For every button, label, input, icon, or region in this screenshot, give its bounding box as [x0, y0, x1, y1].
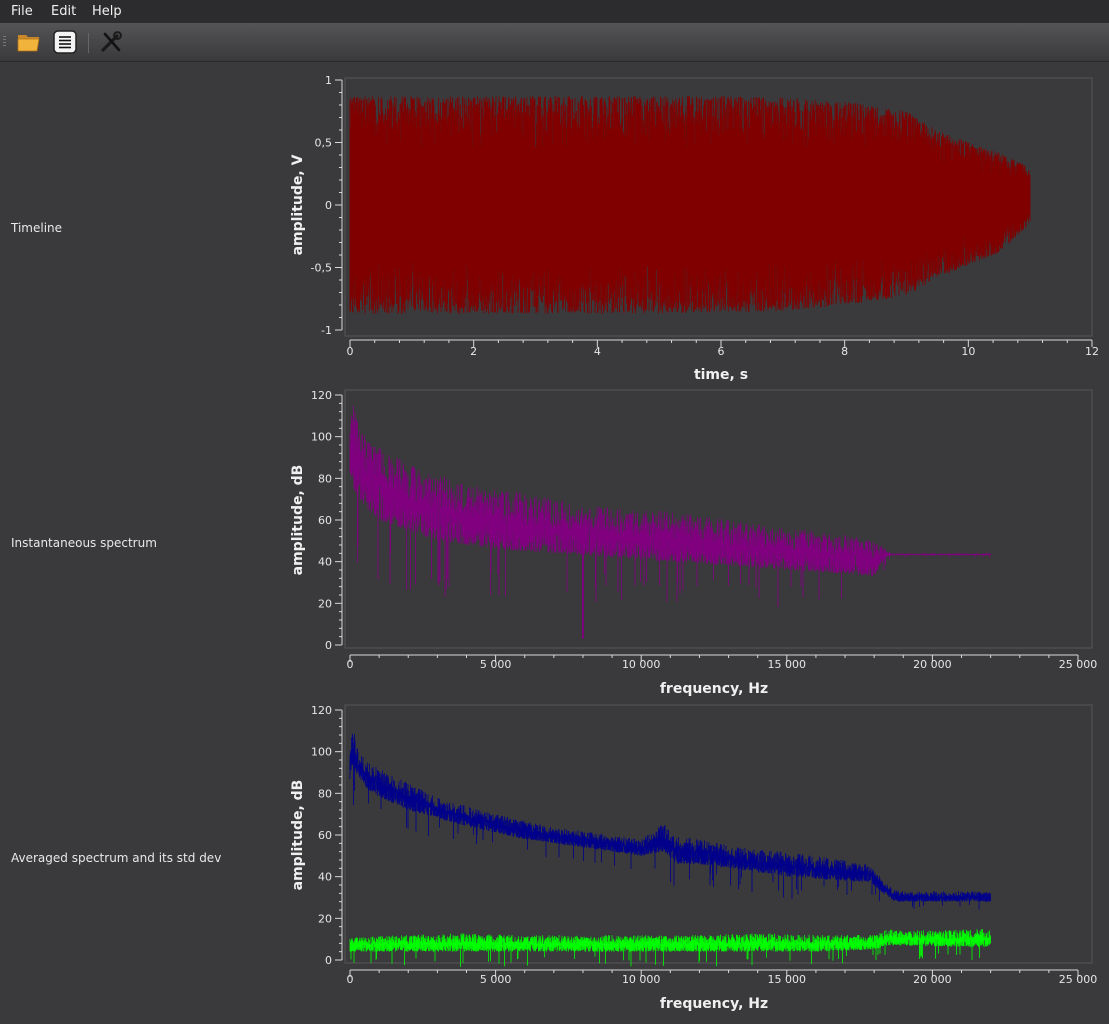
x-tick-label: 10 000 — [622, 973, 661, 986]
instant-plot-frame — [344, 389, 1093, 649]
avg-x-axis-title: frequency, Hz — [660, 996, 768, 1012]
y-tick-label: 0 — [325, 199, 332, 212]
tools-icon — [101, 31, 122, 52]
y-tick-label: 0 — [325, 639, 332, 652]
y-tick-label: 0,5 — [315, 137, 333, 150]
x-tick-label: 15 000 — [768, 973, 807, 986]
y-tick-label: 100 — [311, 431, 332, 444]
menu-help[interactable]: Help — [92, 4, 122, 19]
x-tick-label: 2 — [470, 345, 477, 358]
log-button[interactable] — [51, 28, 79, 56]
menu-edit[interactable]: Edit — [51, 4, 77, 19]
timeline-plot[interactable]: 0 2 4 6 8 10 12 1 0,5 0 -0,5 -1 time, s amplitude, V — [280, 66, 1109, 386]
timeline-chart: 0 2 4 6 8 10 12 1 0,5 0 -0,5 -1 time, s amplitude, V — [290, 74, 1099, 383]
settings-button[interactable] — [97, 28, 125, 56]
x-tick-label: 6 — [718, 345, 725, 358]
avg-series-std-dev — [349, 929, 991, 967]
avg-plot-frame — [344, 704, 1093, 964]
x-tick-label: 0 — [347, 973, 354, 986]
instant-series-instantaneous — [349, 405, 991, 639]
y-tick-label: 1 — [325, 74, 332, 87]
instant-y-axis-title: amplitude, dB — [290, 465, 306, 576]
avg-y-axis-title: amplitude, dB — [290, 780, 306, 891]
y-tick-label: 100 — [311, 746, 332, 759]
x-tick-label: 20 000 — [913, 973, 952, 986]
y-tick-label: 20 — [318, 597, 332, 610]
y-tick-label: 120 — [311, 704, 332, 717]
x-tick-label: 4 — [594, 345, 601, 358]
menu-bar: File Edit Help — [0, 0, 1109, 23]
y-tick-label: 80 — [318, 472, 332, 485]
x-tick-label: 5 000 — [480, 973, 512, 986]
x-tick-label: 10 — [961, 345, 975, 358]
x-tick-label: 5 000 — [480, 658, 512, 671]
y-tick-label: 0 — [325, 954, 332, 967]
x-tick-label: 0 — [347, 345, 354, 358]
y-tick-label: 40 — [318, 556, 332, 569]
instantaneous-spectrum-chart: 0 5 000 10 000 15 000 20 000 25 000 0 20 40 60 80 1… — [290, 389, 1098, 697]
timeline-x-axis-title: time, s — [694, 367, 748, 383]
y-tick-label: 60 — [318, 514, 332, 527]
avg-series-averaged — [349, 733, 991, 910]
averaged-spectrum-chart: 0 5 000 10 000 15 000 20 000 25 000 0 20 40 60 80 1… — [290, 704, 1098, 1012]
toolbar-separator — [88, 33, 89, 53]
instant-x-axis-title: frequency, Hz — [660, 681, 768, 697]
y-tick-label: 60 — [318, 829, 332, 842]
x-tick-label: 15 000 — [768, 658, 807, 671]
x-tick-label: 10 000 — [622, 658, 661, 671]
timeline-series-signal — [349, 96, 1031, 314]
menu-file[interactable]: File — [11, 4, 33, 19]
open-file-button[interactable] — [15, 28, 43, 56]
row-label-timeline: Timeline — [11, 221, 63, 235]
x-tick-label: 20 000 — [913, 658, 952, 671]
x-tick-label: 25 000 — [1059, 658, 1098, 671]
folder-open-icon — [17, 35, 40, 52]
timeline-plot-frame — [344, 77, 1093, 337]
y-tick-label: 80 — [318, 787, 332, 800]
instantaneous-spectrum-plot[interactable]: 0 5 000 10 000 15 000 20 000 25 000 0 20 40 60 80 1… — [280, 382, 1109, 700]
row-label-averaged-spectrum: Averaged spectrum and its std dev — [11, 851, 222, 865]
x-tick-label: 0 — [347, 658, 354, 671]
y-tick-label: 40 — [318, 871, 332, 884]
document-list-icon — [53, 30, 77, 54]
y-tick-label: -0,5 — [311, 262, 332, 275]
y-tick-label: -1 — [321, 324, 332, 337]
averaged-spectrum-plot[interactable]: 0 5 000 10 000 15 000 20 000 25 000 0 20 40 60 80 1… — [280, 697, 1109, 1019]
x-tick-label: 25 000 — [1059, 973, 1098, 986]
y-tick-label: 120 — [311, 389, 332, 402]
row-label-instantaneous-spectrum: Instantaneous spectrum — [11, 536, 157, 550]
toolbar — [0, 23, 1109, 62]
x-tick-label: 8 — [841, 345, 848, 358]
x-tick-label: 12 — [1085, 345, 1099, 358]
y-tick-label: 20 — [318, 912, 332, 925]
timeline-y-axis-title: amplitude, V — [290, 154, 306, 255]
toolbar-grip[interactable] — [3, 36, 6, 48]
